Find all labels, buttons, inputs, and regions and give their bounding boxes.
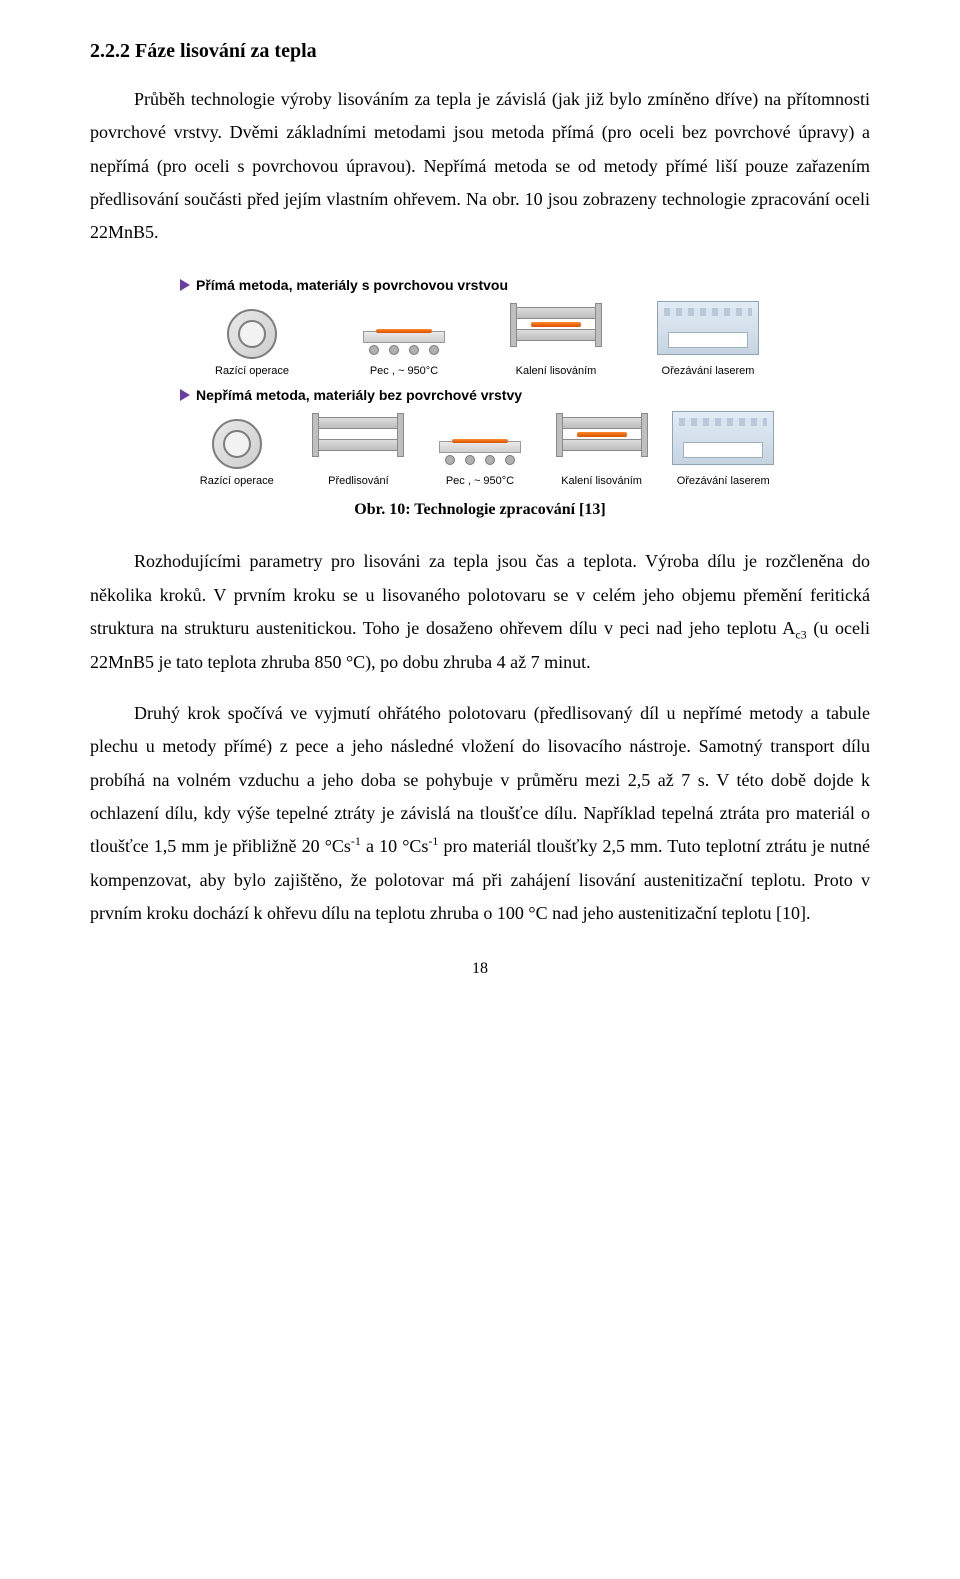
m2-stage-2: Předlisování: [302, 475, 416, 487]
method1-title: Přímá metoda, materiály s povrchovou vrs…: [196, 277, 508, 293]
paragraph-2: Rozhodujícími parametry pro lisováni za …: [90, 545, 870, 679]
m1-stage-3: Kalení lisováním: [484, 365, 628, 377]
paragraph-3: Druhý krok spočívá ve vyjmutí ohřátého p…: [90, 697, 870, 930]
coil-icon: [180, 411, 294, 471]
p2-pre: Rozhodujícími parametry pro lisováni za …: [90, 551, 870, 638]
method2-icons: [180, 411, 780, 471]
m1-stage-2: Pec , ~ 950°C: [332, 365, 476, 377]
m2-stage-4: Kalení lisováním: [545, 475, 659, 487]
furnace-icon: [423, 411, 537, 471]
p2-sub: c3: [795, 628, 806, 642]
furnace-icon: [332, 301, 476, 361]
p3-sup1: -1: [351, 834, 361, 848]
preform-press-icon: [302, 411, 416, 471]
diagram: Přímá metoda, materiály s povrchovou vrs…: [180, 277, 780, 487]
m1-stage-1: Razící operace: [180, 365, 324, 377]
page: 2.2.2 Fáze lisování za tepla Průběh tech…: [0, 0, 960, 1038]
method1-title-row: Přímá metoda, materiály s povrchovou vrs…: [180, 277, 780, 293]
method2-labels: Razící operace Předlisování Pec , ~ 950°…: [180, 475, 780, 487]
press-icon: [545, 411, 659, 471]
arrow-icon: [180, 279, 190, 291]
m2-stage-3: Pec , ~ 950°C: [423, 475, 537, 487]
section-heading: 2.2.2 Fáze lisování za tepla: [90, 40, 870, 63]
p3-b: a 10 °Cs: [361, 836, 428, 856]
figure-caption: Obr. 10: Technologie zpracování [13]: [90, 501, 870, 519]
figure-10: Přímá metoda, materiály s povrchovou vrs…: [90, 277, 870, 519]
p3-sup2: -1: [428, 834, 438, 848]
m2-stage-1: Razící operace: [180, 475, 294, 487]
page-number: 18: [90, 960, 870, 978]
arrow-icon: [180, 389, 190, 401]
coil-icon: [180, 301, 324, 361]
method1-icons: [180, 301, 780, 361]
method2-title-row: Nepřímá metoda, materiály bez povrchové …: [180, 387, 780, 403]
method2-title: Nepřímá metoda, materiály bez povrchové …: [196, 387, 522, 403]
press-icon: [484, 301, 628, 361]
paragraph-1: Průběh technologie výroby lisováním za t…: [90, 83, 870, 249]
p3-a: Druhý krok spočívá ve vyjmutí ohřátého p…: [90, 703, 870, 856]
laser-icon: [666, 411, 780, 471]
laser-icon: [636, 301, 780, 361]
method1-labels: Razící operace Pec , ~ 950°C Kalení liso…: [180, 365, 780, 377]
m1-stage-4: Ořezávání laserem: [636, 365, 780, 377]
m2-stage-5: Ořezávání laserem: [666, 475, 780, 487]
